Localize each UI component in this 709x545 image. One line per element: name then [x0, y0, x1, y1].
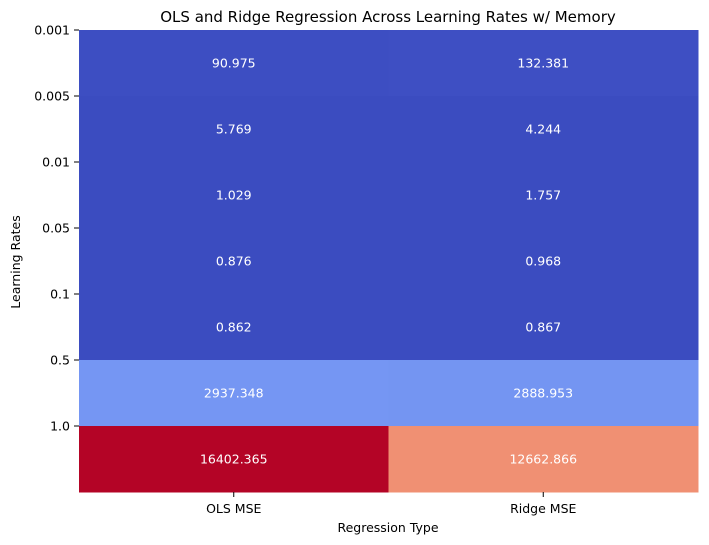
heatmap-cell [79, 360, 389, 427]
cell-value-label: 2937.348 [204, 386, 264, 401]
heatmap-cell [79, 96, 389, 163]
heatmap-cell [79, 30, 389, 97]
heatmap-cell [388, 228, 699, 295]
cell-value-label: 90.975 [212, 56, 256, 71]
y-tick-label: 0.5 [50, 353, 70, 368]
heatmap-cells [79, 30, 699, 493]
cell-value-label: 1.029 [216, 188, 252, 203]
cell-value-label: 5.769 [216, 122, 252, 137]
heatmap-cell [388, 96, 699, 163]
chart-title: OLS and Ridge Regression Across Learning… [160, 8, 616, 26]
cell-value-label: 12662.866 [509, 452, 577, 467]
heatmap-cell [388, 360, 699, 427]
cell-value-label: 132.381 [517, 56, 569, 71]
heatmap-cell [388, 294, 699, 361]
heatmap-cell-labels: 90.975 132.381 5.769 4.244 1.029 1.757 0.876 0.… [200, 56, 577, 467]
y-axis-ticks: 0.001 0.005 0.01 0.05 0.1 0.5 1.0 [34, 23, 79, 434]
heatmap-cell [79, 228, 389, 295]
cell-value-label: 16402.365 [200, 452, 268, 467]
heatmap-cell [79, 426, 389, 493]
heatmap-cell [388, 426, 699, 493]
cell-value-label: 0.876 [216, 254, 252, 269]
cell-value-label: 0.867 [525, 320, 561, 335]
y-tick-label: 1.0 [50, 419, 70, 434]
cell-value-label: 2888.953 [513, 386, 573, 401]
cell-value-label: 0.862 [216, 320, 252, 335]
y-tick-label: 0.05 [42, 221, 70, 236]
heatmap-cell [79, 162, 389, 229]
x-tick-label: Ridge MSE [510, 501, 576, 516]
heatmap-cell [79, 294, 389, 361]
x-axis-ticks: OLS MSE Ridge MSE [206, 492, 577, 516]
heatmap-cell [388, 30, 699, 97]
x-tick-label: OLS MSE [206, 501, 261, 516]
y-tick-label: 0.1 [50, 287, 70, 302]
y-axis-label: Learning Rates [8, 215, 23, 308]
y-tick-label: 0.01 [42, 155, 70, 170]
y-tick-label: 0.005 [34, 89, 70, 104]
x-axis-label: Regression Type [337, 520, 438, 535]
cell-value-label: 1.757 [525, 188, 561, 203]
cell-value-label: 4.244 [525, 122, 561, 137]
cell-value-label: 0.968 [525, 254, 561, 269]
y-tick-label: 0.001 [34, 23, 70, 38]
heatmap-cell [388, 162, 699, 229]
